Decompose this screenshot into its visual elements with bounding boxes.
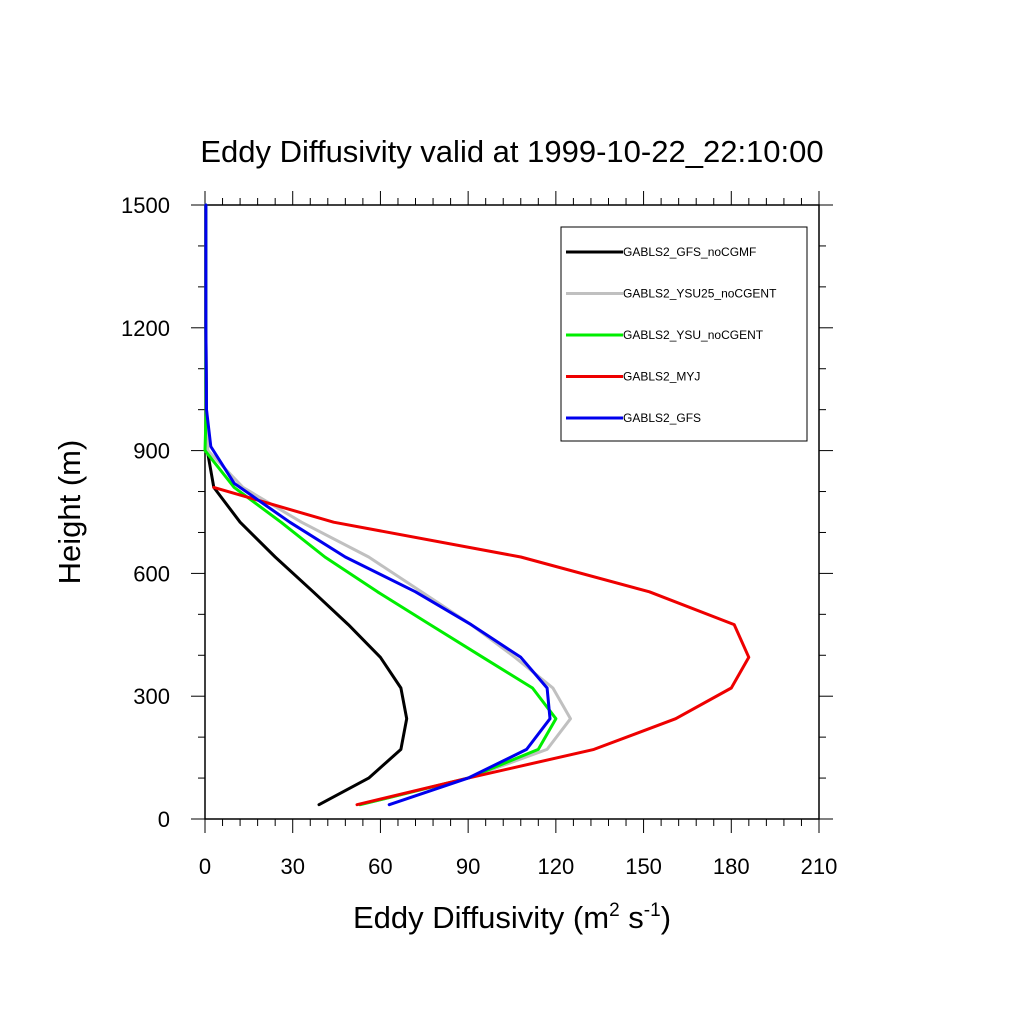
legend: GABLS2_GFS_noCGMF GABLS2_YSU25_noCGENT GAB… <box>560 226 808 442</box>
series-lines <box>203 203 751 807</box>
y-tick-label: 1500 <box>121 193 170 218</box>
axis-ticks <box>191 191 833 833</box>
x-tick-label: 90 <box>456 854 480 879</box>
legend-label: GABLS2_MYJ <box>623 370 700 384</box>
series-line-1 <box>204 203 572 807</box>
y-tick-label: 300 <box>133 684 170 709</box>
x-tick-label: 180 <box>713 854 750 879</box>
series-line-2 <box>203 203 558 807</box>
legend-items: GABLS2_GFS_noCGMF GABLS2_YSU25_noCGENT GAB… <box>566 245 777 425</box>
x-tick-label: 210 <box>801 854 838 879</box>
legend-label: GABLS2_GFS_noCGMF <box>623 245 756 259</box>
x-tick-label: 150 <box>625 854 662 879</box>
legend-label: GABLS2_YSU25_noCGENT <box>623 287 777 301</box>
x-tick-label: 30 <box>280 854 304 879</box>
y-tick-label: 600 <box>133 561 170 586</box>
x-axis-title-mid: s <box>620 900 644 935</box>
x-axis-title-main: Eddy Diffusivity (m <box>353 900 609 935</box>
series-line-3 <box>212 485 751 807</box>
x-tick-labels: 0 30 60 90 120 150 180 210 <box>199 854 837 879</box>
series-line-0 <box>204 203 409 807</box>
y-tick-label: 0 <box>158 807 170 832</box>
y-axis-title: Height (m) <box>52 440 87 585</box>
plot-frame <box>204 204 820 820</box>
chart-title: Eddy Diffusivity valid at 1999-10-22_22:… <box>200 134 823 169</box>
x-tick-label: 0 <box>199 854 211 879</box>
legend-label: GABLS2_GFS <box>623 411 701 425</box>
legend-label: GABLS2_YSU_noCGENT <box>623 328 764 342</box>
x-axis-title: Eddy Diffusivity (m2 s-1) <box>353 900 671 935</box>
x-tick-label: 120 <box>537 854 574 879</box>
x-axis-title-sup-1: 2 <box>609 900 620 921</box>
y-tick-label: 1200 <box>121 316 170 341</box>
series-line-4 <box>204 203 552 807</box>
x-tick-label: 60 <box>368 854 392 879</box>
y-tick-label: 900 <box>133 439 170 464</box>
y-tick-labels: 0 300 600 900 1200 1500 <box>121 193 170 832</box>
x-axis-title-sup-2: -1 <box>644 900 661 921</box>
x-axis-title-end: ) <box>661 900 671 935</box>
